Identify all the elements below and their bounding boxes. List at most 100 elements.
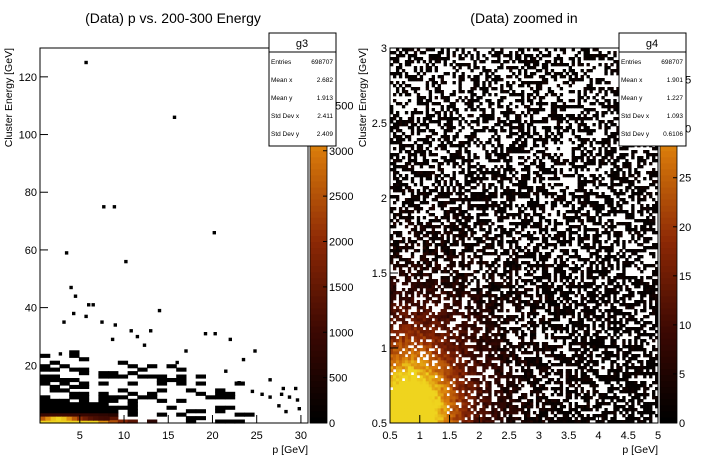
heatmap-cell <box>580 138 584 142</box>
heatmap-cell <box>449 357 453 361</box>
heatmap-cell <box>538 108 543 112</box>
heatmap-cell <box>544 399 549 403</box>
heatmap-cell <box>434 264 438 268</box>
heatmap-cell <box>461 228 465 232</box>
heatmap-cell <box>428 399 433 403</box>
heatmap-cell <box>440 390 444 394</box>
heatmap-cell <box>488 195 492 199</box>
heatmap-cell <box>562 249 567 253</box>
heatmap-cell <box>395 342 400 346</box>
heatmap-cell <box>452 225 456 229</box>
heatmap-cell <box>464 183 468 187</box>
heatmap-cell <box>577 195 581 199</box>
heatmap-cell <box>452 276 456 280</box>
heatmap-cell <box>416 111 421 115</box>
heatmap-cell <box>392 186 397 190</box>
heatmap-cell <box>503 192 507 196</box>
heatmap-cell <box>443 231 447 235</box>
heatmap-cell <box>482 192 486 196</box>
heatmap-cell <box>494 204 498 208</box>
heatmap-cell <box>509 54 513 58</box>
heatmap-cell <box>571 210 575 214</box>
heatmap-cell <box>443 291 447 295</box>
heatmap-cell <box>458 345 462 349</box>
heatmap-cell <box>515 213 519 217</box>
heatmap-cell <box>535 222 540 226</box>
heatmap-cell <box>410 246 415 250</box>
heatmap-cell <box>518 216 522 220</box>
heatmap-cell <box>461 141 465 145</box>
heatmap-cell <box>443 402 447 406</box>
heatmap-cell <box>425 351 430 355</box>
heatmap-cell <box>449 201 453 205</box>
heatmap-cell <box>401 312 406 316</box>
heatmap-cell <box>425 309 430 313</box>
heatmap-cell <box>482 348 486 352</box>
heatmap-cell <box>518 294 522 298</box>
heatmap-cell <box>390 408 394 412</box>
heatmap-cell <box>431 417 436 421</box>
heatmap-cell <box>449 63 453 67</box>
heatmap-cell <box>500 354 504 358</box>
heatmap-cell <box>392 135 397 139</box>
heatmap-cell <box>407 363 412 367</box>
heatmap-cell <box>529 351 534 355</box>
heatmap-cell <box>568 57 572 61</box>
heatmap-cell <box>506 75 510 79</box>
heatmap-cell <box>485 75 489 79</box>
heatmap-cell <box>398 300 403 304</box>
heatmap-cell <box>485 114 489 118</box>
heatmap-cell <box>413 285 418 289</box>
heatmap-cell <box>395 159 400 163</box>
heatmap-cell <box>550 285 555 289</box>
heatmap-cell <box>425 333 430 337</box>
heatmap-cell <box>401 336 406 340</box>
heatmap-cell <box>494 270 498 274</box>
heatmap-cell <box>395 255 400 259</box>
heatmap-cell <box>416 264 421 268</box>
heatmap-cell <box>431 132 436 136</box>
heatmap-cell <box>497 240 501 244</box>
heatmap-cell <box>494 81 498 85</box>
heatmap-cell <box>518 93 522 97</box>
heatmap-cell <box>458 339 462 343</box>
heatmap-cell <box>515 243 519 247</box>
heatmap-cell <box>410 144 415 148</box>
heatmap-cell <box>40 402 51 407</box>
heatmap-cell <box>452 159 456 163</box>
heatmap-cell <box>428 345 433 349</box>
heatmap-cell <box>452 294 456 298</box>
heatmap-cell <box>494 288 498 292</box>
heatmap-cell <box>395 318 400 322</box>
heatmap-cell <box>571 81 575 85</box>
heatmap-cell <box>464 150 468 154</box>
heatmap-cell <box>515 408 519 412</box>
heatmap-cell <box>66 416 73 421</box>
heatmap-cell <box>401 177 406 181</box>
heatmap-cell <box>577 186 581 190</box>
heatmap-cell <box>467 303 471 307</box>
heatmap-cell <box>553 312 558 316</box>
heatmap-cell <box>509 171 513 175</box>
heatmap-cell <box>556 417 561 421</box>
heatmap-cell <box>482 252 486 256</box>
heatmap-cell <box>541 348 546 352</box>
heatmap-cell <box>494 345 498 349</box>
heatmap-cell <box>404 345 409 349</box>
heatmap-cell <box>479 177 483 181</box>
heatmap-cell <box>416 417 421 421</box>
heatmap-cell <box>395 186 400 190</box>
heatmap-cell <box>526 174 531 178</box>
heatmap-cell <box>518 60 522 64</box>
heatmap-cell <box>574 354 578 358</box>
heatmap-cell <box>69 353 80 358</box>
heatmap-cell <box>526 414 531 418</box>
heatmap-cell <box>452 72 456 76</box>
heatmap-cell <box>497 204 501 208</box>
heatmap-cell <box>568 174 572 178</box>
heatmap-cell <box>494 324 498 328</box>
heatmap-cell <box>440 141 444 145</box>
heatmap-cell <box>401 87 406 91</box>
heatmap-cell <box>574 351 578 355</box>
heatmap-cell <box>515 231 519 235</box>
